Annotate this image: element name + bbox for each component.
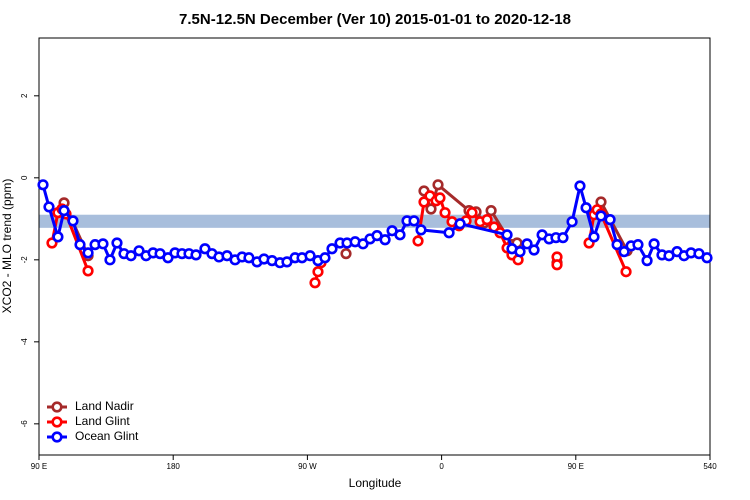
data-point [415,224,427,236]
y-tick-label: -6 [20,420,29,428]
data-point [557,232,569,244]
data-point [588,231,600,243]
data-point [485,205,497,217]
y-tick-label: 0 [20,175,29,180]
data-point [82,265,94,277]
legend-marker [51,401,63,413]
x-tick-label: 180 [167,462,181,471]
data-point [466,207,478,219]
data-point [701,252,713,264]
x-tick-label: 90 W [298,462,317,471]
legend-label: Land Glint [75,414,130,428]
reference-band [39,214,710,228]
data-point [443,227,455,239]
data-point [514,246,526,258]
data-point [111,237,123,249]
y-axis-label: XCO2 - MLO trend (ppm) [0,179,14,314]
data-point [425,203,437,215]
x-tick-label: 90 E [568,462,584,471]
data-point [326,243,338,255]
data-point [620,266,632,278]
data-point [412,235,424,247]
x-tick-label: 0 [439,462,444,471]
data-point [566,216,578,228]
y-tick-label: -2 [20,256,29,264]
data-point [434,192,446,204]
data-point [641,255,653,267]
data-point [632,239,644,251]
data-point [648,238,660,250]
data-point [580,202,592,214]
legend-label: Ocean Glint [75,429,139,443]
y-tick-label: 2 [20,93,29,98]
data-point [432,179,444,191]
data-point [74,239,86,251]
x-tick-label: 540 [703,462,717,471]
series-2 [37,179,713,269]
data-point [190,249,202,261]
data-point [454,218,466,230]
data-point [309,277,321,289]
data-point [312,266,324,278]
data-point [408,215,420,227]
data-point [379,234,391,246]
plot-frame [38,37,711,456]
data-point [104,254,116,266]
data-point [58,205,70,217]
data-point [521,238,533,250]
data-point [481,214,493,226]
data-point [304,250,316,262]
chart-title: 7.5N-12.5N December (Ver 10) 2015-01-01 … [179,11,571,28]
data-point [340,248,352,260]
legend-label: Land Nadir [75,399,134,413]
data-point [551,259,563,271]
legend-marker [51,431,63,443]
x-tick-label: 90 E [31,462,47,471]
data-point [125,250,137,262]
data-point [618,246,630,258]
data-point [501,229,513,241]
y-tick-label: -4 [20,338,29,346]
data-point [574,180,586,192]
data-point [82,247,94,259]
data-point [37,179,49,191]
legend-marker [51,416,63,428]
data-point [43,201,55,213]
x-axis-label: Longitude [349,476,402,490]
data-point [595,210,607,222]
data-point [528,244,540,256]
data-point [604,214,616,226]
data-point [439,207,451,219]
data-point [52,231,64,243]
data-point [67,215,79,227]
data-point [97,238,109,250]
data-point [611,239,623,251]
data-point [319,252,331,264]
data-point [394,229,406,241]
